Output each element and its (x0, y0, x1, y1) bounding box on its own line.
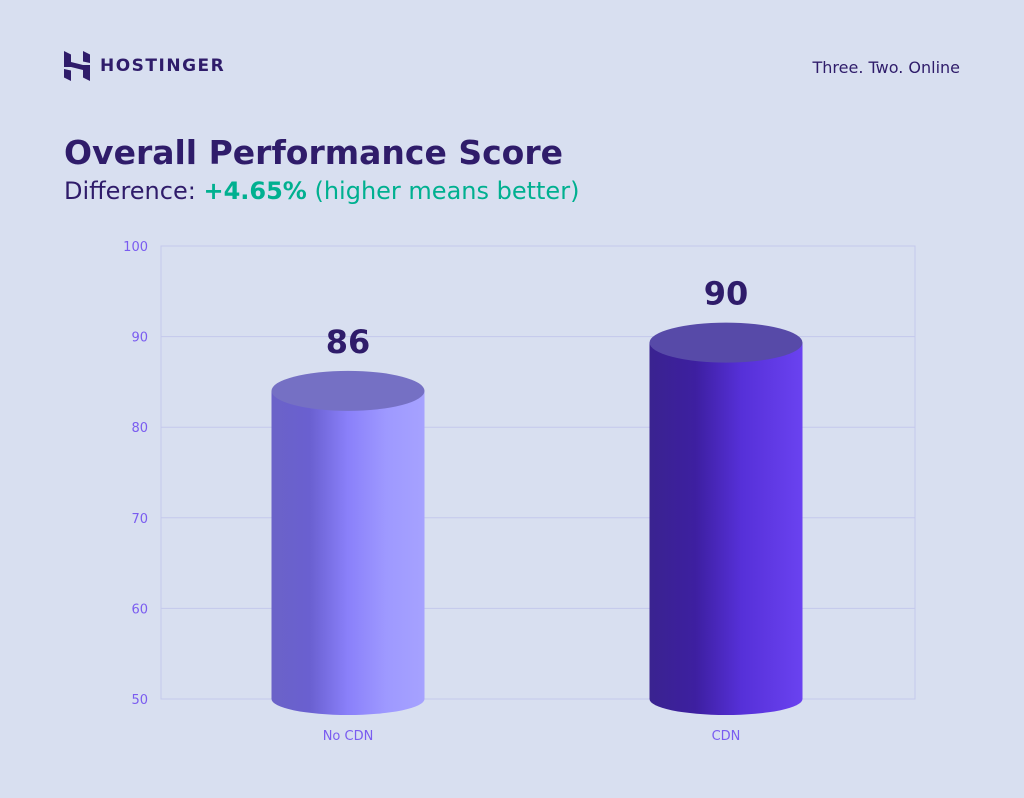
difference-value: +4.65% (203, 177, 307, 205)
brand-name: HOSTINGER (100, 56, 226, 76)
y-tick-label: 100 (123, 240, 148, 255)
tagline: Three. Two. Online (812, 58, 961, 77)
difference-label: Difference: (64, 177, 196, 205)
bar-cylinder-body (649, 342, 803, 715)
hostinger-h-icon (64, 51, 90, 81)
y-tick-label: 90 (131, 331, 148, 346)
data-label: 90 (704, 275, 749, 313)
data-label: 86 (326, 323, 371, 361)
bar-cylinder-body (271, 390, 425, 715)
y-tick-label: 50 (131, 693, 148, 708)
y-tick-label: 80 (131, 421, 148, 436)
y-tick-label: 60 (131, 602, 148, 617)
difference-note: (higher means better) (314, 177, 580, 205)
subtitle: Difference: +4.65% (higher means better) (64, 177, 579, 205)
bar-cylinder-top (649, 322, 803, 363)
x-tick-label: CDN (712, 729, 741, 744)
hostinger-logo: HOSTINGER (64, 51, 225, 81)
page-title: Overall Performance Score (64, 133, 563, 172)
y-tick-label: 70 (131, 512, 148, 527)
x-tick-label: No CDN (323, 729, 374, 744)
bar-cylinder-top (271, 370, 425, 411)
